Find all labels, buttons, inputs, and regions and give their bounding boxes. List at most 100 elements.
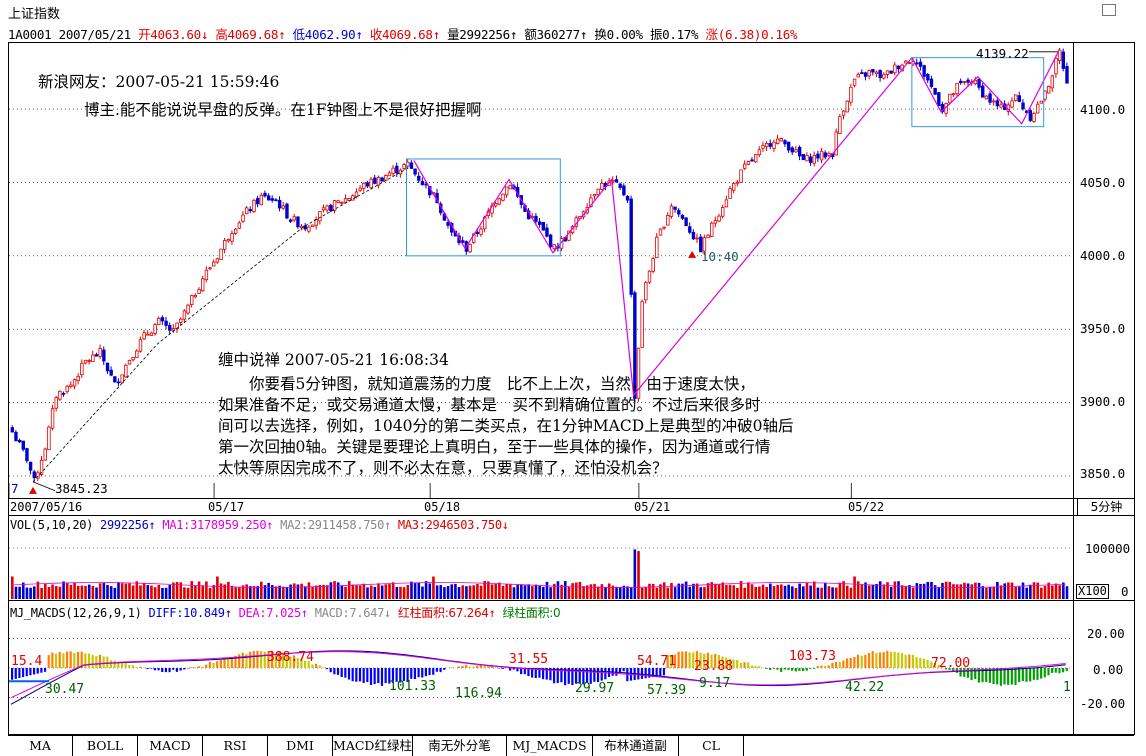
volume-bar xyxy=(761,584,765,599)
candle-body xyxy=(816,153,820,159)
volume-bar xyxy=(325,585,329,599)
macd-bar xyxy=(73,652,76,668)
candle-body xyxy=(808,156,813,163)
tab-bollinger-sub[interactable]: 布林通道副 xyxy=(593,736,679,756)
macd-bar xyxy=(1029,668,1032,682)
volume-bar xyxy=(212,585,216,599)
volume-bar xyxy=(146,585,150,599)
macd-bar xyxy=(296,658,299,668)
candle-body xyxy=(164,320,168,326)
macd-bar xyxy=(311,664,314,668)
volume-bar xyxy=(919,583,922,599)
candle-body xyxy=(717,215,721,222)
volume-bar xyxy=(410,581,413,599)
window-toggle-icon[interactable] xyxy=(1102,4,1116,16)
volume-bar xyxy=(157,584,161,599)
macd-bar xyxy=(736,659,739,668)
macd-bar xyxy=(333,668,336,675)
volume-bar xyxy=(292,583,296,599)
volume-bar xyxy=(234,587,237,599)
volume-bar xyxy=(150,585,153,599)
period-button[interactable]: 5分钟 xyxy=(1077,499,1135,515)
macd-lines xyxy=(9,650,1066,705)
volume-bar xyxy=(289,584,292,599)
candle-body xyxy=(237,222,242,229)
candle-body xyxy=(640,301,644,348)
candle-body xyxy=(622,185,626,196)
macd-bar xyxy=(241,652,244,668)
macd-bar xyxy=(65,651,69,668)
volume-bar xyxy=(791,586,794,599)
candle-body xyxy=(413,168,417,175)
volume-bar xyxy=(391,582,395,599)
macd-bar xyxy=(582,668,585,685)
volume-bar xyxy=(574,582,578,599)
amplitude-value: 振0.17% xyxy=(649,27,699,42)
volume-bar xyxy=(842,581,845,599)
tab-mj-macds[interactable]: MJ_MACDS xyxy=(507,736,593,756)
macd-bar xyxy=(571,668,574,686)
volume-bar xyxy=(688,586,692,599)
candle-body xyxy=(1010,100,1014,108)
tab-dmi[interactable]: DMI xyxy=(268,736,333,756)
volume-bar xyxy=(322,584,325,599)
macd-bar xyxy=(421,668,424,678)
macd-bar xyxy=(84,653,87,668)
volume-bar xyxy=(256,586,259,599)
candle-body xyxy=(790,147,795,153)
volume-bar xyxy=(908,585,911,599)
volume-bar xyxy=(142,583,146,599)
macd-bar xyxy=(216,661,219,668)
volume-bar xyxy=(571,583,574,599)
candle-body xyxy=(39,459,44,475)
tab-macd-redgreen[interactable]: MACD红绿柱 xyxy=(333,736,413,756)
tab-ma[interactable]: MA xyxy=(8,736,73,756)
volume-bar xyxy=(139,585,142,599)
volume-bar xyxy=(501,585,505,599)
macd-bar xyxy=(849,658,852,668)
macd-bar xyxy=(948,668,951,670)
macd-bar xyxy=(410,668,413,679)
macd-bar xyxy=(1058,668,1061,674)
macd-bar xyxy=(358,668,362,682)
candle-body xyxy=(244,207,249,215)
tab-cl[interactable]: CL xyxy=(679,736,744,756)
macd-panel-top-border xyxy=(8,600,1135,601)
volume-bar xyxy=(538,586,541,599)
macd-red-area-label: 23.88 xyxy=(694,659,733,674)
volume-bar xyxy=(14,586,18,599)
tab-boll[interactable]: BOLL xyxy=(73,736,138,756)
candle-body xyxy=(171,328,176,331)
macd-bar xyxy=(831,662,834,668)
macd-bar xyxy=(271,650,274,668)
macd-bar xyxy=(552,668,556,684)
volume-bar xyxy=(853,576,856,599)
macd-bar xyxy=(721,656,724,668)
volume-bar xyxy=(428,583,432,599)
low-leader-line xyxy=(32,481,56,492)
macd-bar xyxy=(864,654,867,668)
macd-bar xyxy=(1025,668,1028,682)
macd-bar xyxy=(450,667,453,668)
candle-body xyxy=(285,203,289,219)
macd-bar xyxy=(303,660,307,668)
volume-bar xyxy=(684,581,688,599)
volume-bar xyxy=(285,587,289,599)
macd-bar xyxy=(95,656,98,668)
tab-macd[interactable]: MACD xyxy=(138,736,203,756)
candle-body xyxy=(966,79,970,83)
volume-bar xyxy=(1025,587,1028,599)
macd-bar xyxy=(260,651,263,668)
macd-bar xyxy=(164,668,168,673)
volume-bar xyxy=(582,586,585,599)
macd-bar xyxy=(783,668,786,670)
macd-bar xyxy=(29,668,32,676)
volume-bar xyxy=(626,586,629,599)
volume-bar xyxy=(739,581,743,599)
tab-rsi[interactable]: RSI xyxy=(203,736,268,756)
tab-namo-fenbi[interactable]: 南无外分笔 xyxy=(413,736,507,756)
volume-bar xyxy=(640,587,644,599)
candle-body xyxy=(365,182,370,187)
macd-bar xyxy=(538,668,541,678)
macd-green-area-label: 30.47 xyxy=(45,682,84,697)
